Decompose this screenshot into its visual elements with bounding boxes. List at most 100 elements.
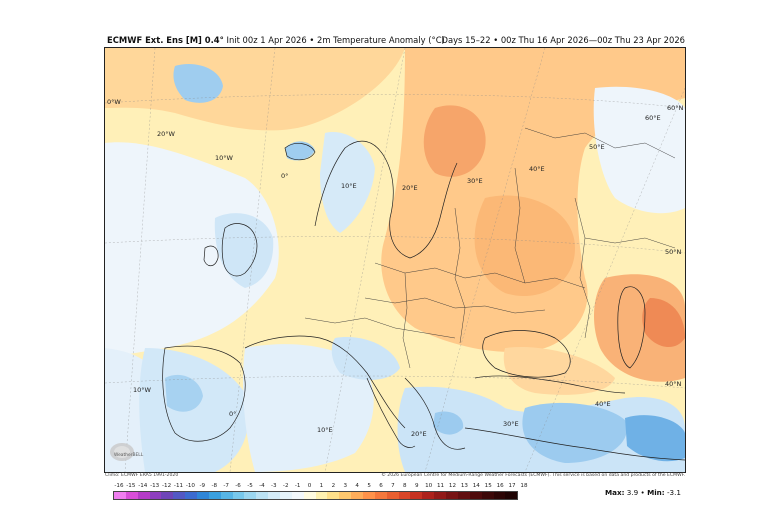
colorbar-cell <box>351 492 364 499</box>
colorbar-tick-label: 11 <box>437 483 445 489</box>
colorbar-tick-label: 17 <box>508 483 516 489</box>
border-line-5 <box>514 167 526 284</box>
label-lon-0w-top: 0°W <box>107 98 121 106</box>
ireland-coast <box>203 245 219 267</box>
colorbar-cell <box>125 492 138 499</box>
label-lon-20w: 20°W <box>157 130 176 138</box>
colorbar-tick-label: 5 <box>367 483 371 489</box>
black-sea-south <box>474 375 626 394</box>
caspian-sea <box>617 286 646 369</box>
british-isles-cool-area <box>214 213 274 288</box>
colorbar-tick-label: 1 <box>319 483 324 489</box>
black-sea <box>482 330 571 378</box>
colorbar-tick-label: 10 <box>425 483 433 489</box>
min-label: Min: <box>647 488 665 497</box>
colorbar-cell <box>469 492 482 499</box>
iran-cold-core <box>625 415 685 462</box>
anomaly-map: 0°W 20°W 10°W 0° 10°E 20°E 30°E 40°E 50°… <box>104 47 686 473</box>
colorbar-tick-label: -4 <box>259 483 265 489</box>
graticule-meridian-1 <box>124 48 156 472</box>
label-lon-20e-bottom: 20°E <box>411 430 427 438</box>
label-lon-10e-top: 10°E <box>341 182 357 190</box>
label-lon-0e-top: 0° <box>281 172 288 180</box>
balkans-coast <box>404 377 466 450</box>
variable-name: 2m Temperature Anomaly (°C) <box>316 35 445 45</box>
colorbar-cell <box>197 492 209 499</box>
scandinavia-cool-area <box>320 132 375 233</box>
colorbar-tick-label: -16 <box>114 483 124 489</box>
colorbar-cell <box>220 492 233 499</box>
label-lon-10w-top: 10°W <box>215 154 234 162</box>
colorbar-tick-label: 12 <box>448 483 457 489</box>
border-line-9 <box>584 237 676 249</box>
caspian-hot-core <box>642 298 685 348</box>
colorbar-tick-label: -7 <box>223 483 229 489</box>
graticule-meridian-5 <box>524 87 685 472</box>
colorbar-tick-label: -5 <box>247 483 253 489</box>
colorbar-tick-label: 8 <box>403 483 407 489</box>
logo-globe-inner <box>114 446 130 458</box>
colorbar-cell <box>232 492 245 499</box>
atlantic-cool-area <box>105 142 279 358</box>
climo-credit: Climo: ECMWF ERA5 1991-2020 <box>105 473 179 478</box>
border-line-6 <box>574 197 591 339</box>
colorbar-tick-label: -9 <box>199 483 206 489</box>
colorbar-cell <box>268 492 281 499</box>
colorbar-tick-label: -3 <box>271 483 277 489</box>
colorbar-cell <box>185 492 198 499</box>
colorbar-cell <box>457 492 470 499</box>
colorbar-tick-label: 0 <box>307 483 312 489</box>
model-name: ECMWF Ext. Ens [M] 0.4° <box>107 35 224 45</box>
colorbar-cell <box>114 492 126 499</box>
northeast-cool-area <box>593 86 685 214</box>
colorbar-tick-label: 7 <box>391 483 395 489</box>
graticule-parallel-2 <box>105 236 685 254</box>
colorbar-cell <box>291 492 304 499</box>
colorbar-tick-label: -12 <box>162 483 172 489</box>
colorbar-tick-label: -13 <box>150 483 160 489</box>
valid-period: Days 15–22 • 00z Thu 16 Apr 2026—00z Thu… <box>441 35 686 45</box>
colorbar-cell <box>481 492 494 499</box>
label-lat-40n: 40°N <box>665 380 682 388</box>
colorbar-cell <box>422 492 435 499</box>
colorbar-tick-label: -15 <box>126 483 136 489</box>
colorbar-tick-label: -1 <box>294 483 301 489</box>
north-africa-coast <box>464 427 685 461</box>
label-lat-50n: 50°N <box>665 248 682 256</box>
iberia-cold-patch <box>165 374 203 412</box>
label-lon-40e-top: 40°E <box>529 165 545 173</box>
ukraine-warm-area <box>474 195 575 296</box>
colorbar-tick-label: 6 <box>379 483 383 489</box>
label-lon-10e-bottom: 10°E <box>317 426 333 434</box>
colorbar-cell <box>493 492 506 499</box>
label-lon-30e-top: 30°E <box>467 177 483 185</box>
border-line-4 <box>454 207 466 344</box>
label-lon-0-bottom: 0° <box>229 410 236 418</box>
colorbar-ticks: -16 -15 -14 -13 -12 -11 -10 -9 -8 -7 -6 -5 -4 -3 -2 -1 0… <box>113 482 527 491</box>
label-lon-30e-bottom: 30°E <box>503 420 519 428</box>
colorbar-cell <box>244 492 257 499</box>
north-sea-cold-patch <box>173 64 223 103</box>
aegean-cold-patch <box>433 411 464 435</box>
max-value: 3.9 <box>626 488 639 497</box>
colorbar-tick-label: 16 <box>496 483 504 489</box>
header-left: ECMWF Ext. Ens [M] 0.4° Init 00z 1 Apr 2… <box>107 35 445 45</box>
coastlines <box>162 140 685 461</box>
border-line-3 <box>402 272 411 369</box>
colorbar-tick-label: 18 <box>520 483 528 489</box>
western-russia-warm-core <box>423 105 486 177</box>
italy-boot <box>366 377 416 448</box>
colorbar-tick-label: -14 <box>138 483 148 489</box>
graticule <box>105 48 685 472</box>
colorbar-tick-label: 13 <box>460 483 468 489</box>
colorbar-cell <box>280 492 292 499</box>
min-value: -3.1 <box>666 488 681 497</box>
colorbar-cell <box>137 492 150 499</box>
label-lon-60e-top: 60°E <box>645 114 661 122</box>
colorbar-tick-label: -11 <box>173 483 184 489</box>
map-canvas: 0°W 20°W 10°W 0° 10°E 20°E 30°E 40°E 50°… <box>105 48 685 472</box>
colorbar-cell <box>410 492 423 499</box>
border-line-7 <box>304 317 456 339</box>
label-lon-40e-bottom: 40°E <box>595 400 611 408</box>
max-min-readout: Max: 3.9 • Min: -3.1 <box>605 488 681 498</box>
